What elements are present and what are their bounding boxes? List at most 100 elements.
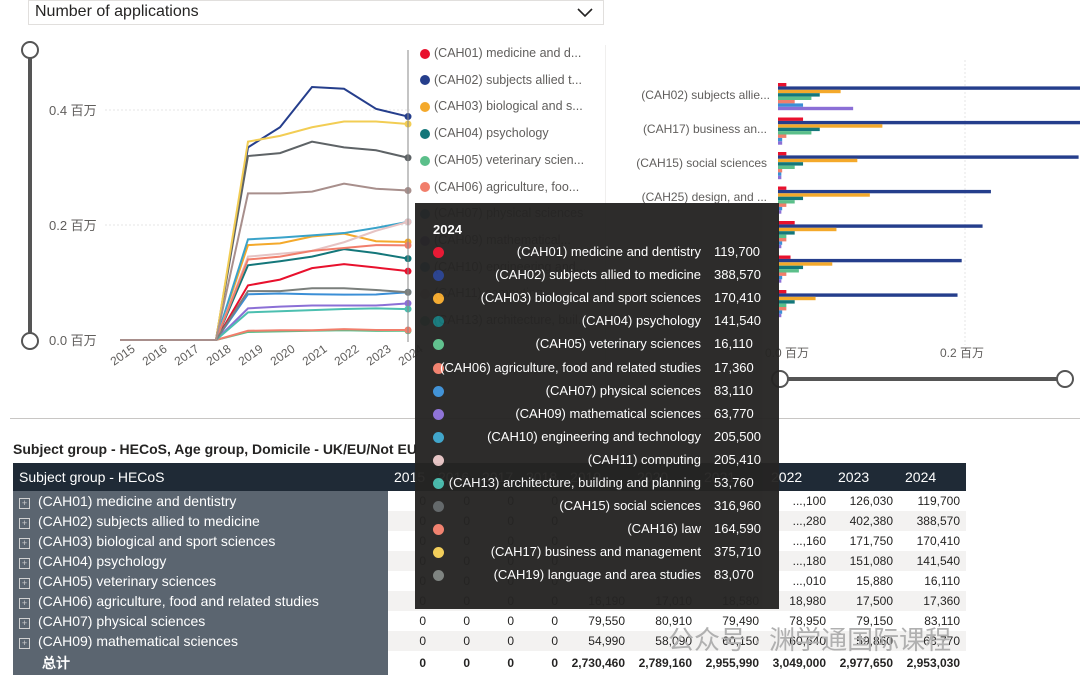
bar[interactable]	[778, 241, 783, 245]
bar[interactable]	[778, 124, 883, 128]
bar[interactable]	[778, 106, 854, 111]
table-cell: 0	[476, 631, 520, 651]
table-row[interactable]: +(CAH01) medicine and dentistry0000...,1…	[13, 491, 966, 511]
bar[interactable]	[778, 169, 783, 173]
expand-icon[interactable]: +	[19, 498, 30, 509]
legend-item[interactable]: (CAH05) veterinary scien...	[420, 153, 584, 173]
table-total-row[interactable]: 总计 0 0 0 0 2,730,460 2,789,160 2,955,990 3,049,0…	[13, 651, 966, 675]
bar[interactable]	[778, 193, 870, 197]
bar[interactable]	[778, 100, 795, 104]
bar[interactable]	[778, 155, 1079, 159]
bar[interactable]	[778, 265, 804, 270]
bar[interactable]	[778, 96, 812, 100]
series-line[interactable]	[120, 220, 409, 341]
expand-icon[interactable]: +	[19, 558, 30, 569]
bar[interactable]	[778, 269, 799, 273]
series-line[interactable]	[120, 140, 409, 341]
bar[interactable]	[778, 258, 962, 263]
column-header[interactable]: 2024	[899, 463, 966, 491]
bar[interactable]	[778, 300, 795, 304]
bar[interactable]	[778, 313, 782, 318]
tooltip-value: 141,540	[714, 313, 761, 329]
bar[interactable]	[778, 231, 795, 235]
bar[interactable]	[778, 89, 841, 94]
bar[interactable]	[778, 234, 787, 238]
bar[interactable]	[778, 203, 787, 207]
bar[interactable]	[778, 275, 783, 280]
bar[interactable]	[778, 86, 1080, 90]
series-line[interactable]	[120, 291, 409, 341]
expand-icon[interactable]: +	[19, 578, 30, 589]
legend-item[interactable]: (CAH04) psychology	[420, 126, 549, 146]
bar[interactable]	[778, 165, 795, 169]
legend-item[interactable]: (CAH03) biological and s...	[420, 99, 583, 119]
bar[interactable]	[778, 244, 782, 249]
bar[interactable]	[778, 117, 804, 121]
bar[interactable]	[778, 134, 787, 138]
tooltip-row: (CAH13) architecture, building and plann…	[415, 473, 779, 493]
bar[interactable]	[778, 200, 795, 204]
legend-label: (CAH04) psychology	[434, 126, 549, 141]
bar[interactable]	[778, 262, 833, 266]
series-line[interactable]	[120, 329, 409, 341]
bar[interactable]	[778, 224, 983, 228]
table-row[interactable]: +(CAH03) biological and sport sciences00…	[13, 531, 966, 551]
bar[interactable]	[778, 137, 783, 142]
legend-item[interactable]: (CAH02) subjects allied t...	[420, 73, 582, 93]
bar[interactable]	[778, 175, 782, 180]
bar[interactable]	[778, 290, 787, 294]
legend-item[interactable]: (CAH01) medicine and d...	[420, 46, 581, 66]
bar[interactable]	[778, 189, 991, 194]
bar[interactable]	[778, 296, 816, 301]
expand-icon[interactable]: +	[19, 598, 30, 609]
bar[interactable]	[778, 83, 787, 87]
bar[interactable]	[778, 127, 820, 132]
series-line[interactable]	[120, 232, 409, 341]
tooltip-label: (CAH07) physical sciences	[545, 382, 701, 398]
expand-icon[interactable]: +	[19, 518, 30, 529]
row-label: (CAH05) veterinary sciences	[38, 573, 217, 589]
bar[interactable]	[778, 120, 1080, 125]
bar[interactable]	[778, 131, 812, 135]
expand-icon[interactable]: +	[19, 538, 30, 549]
series-line[interactable]	[120, 263, 409, 341]
bar[interactable]	[778, 272, 787, 276]
column-header[interactable]: Subject group - HECoS	[13, 463, 388, 491]
table-row[interactable]: + (CAH09) mathematical sciences 0 0 0 0 54,990…	[13, 631, 966, 651]
bar[interactable]	[778, 186, 787, 190]
bar[interactable]	[778, 303, 787, 307]
y-range-slider-bottom-handle[interactable]	[21, 332, 39, 350]
bar[interactable]	[778, 196, 804, 201]
table-cell: ...,180	[765, 551, 832, 571]
legend-item[interactable]: (CAH06) agriculture, foo...	[420, 180, 579, 200]
x-range-slider-right-handle[interactable]	[1056, 370, 1074, 388]
bar[interactable]	[778, 227, 837, 232]
series-line[interactable]	[120, 85, 409, 341]
bar[interactable]	[778, 293, 958, 297]
series-line[interactable]	[120, 307, 409, 341]
bar[interactable]	[778, 206, 783, 211]
bar[interactable]	[778, 221, 795, 225]
bar[interactable]	[778, 255, 791, 259]
bar[interactable]	[778, 93, 820, 97]
measure-dropdown[interactable]: Number of applications	[28, 0, 604, 25]
table-row[interactable]: + (CAH07) physical sciences 0 0 0 0 79,550 80,9…	[13, 611, 966, 631]
bar[interactable]	[778, 141, 783, 145]
bar[interactable]	[778, 310, 783, 314]
bar[interactable]	[778, 103, 804, 107]
expand-icon[interactable]: +	[19, 618, 30, 629]
bar[interactable]	[778, 307, 787, 311]
bar[interactable]	[778, 162, 804, 166]
column-header[interactable]: 2023	[832, 463, 899, 491]
bar[interactable]	[778, 172, 782, 176]
tooltip-value: 388,570	[714, 267, 761, 283]
bar[interactable]	[778, 210, 782, 214]
y-range-slider-top-handle[interactable]	[21, 41, 39, 59]
bar[interactable]	[778, 152, 787, 156]
bar[interactable]	[778, 279, 782, 283]
bar[interactable]	[778, 158, 858, 163]
expand-icon[interactable]: +	[19, 638, 30, 649]
bar[interactable]	[778, 238, 787, 242]
series-line[interactable]	[120, 244, 409, 341]
series-line[interactable]	[120, 182, 409, 341]
